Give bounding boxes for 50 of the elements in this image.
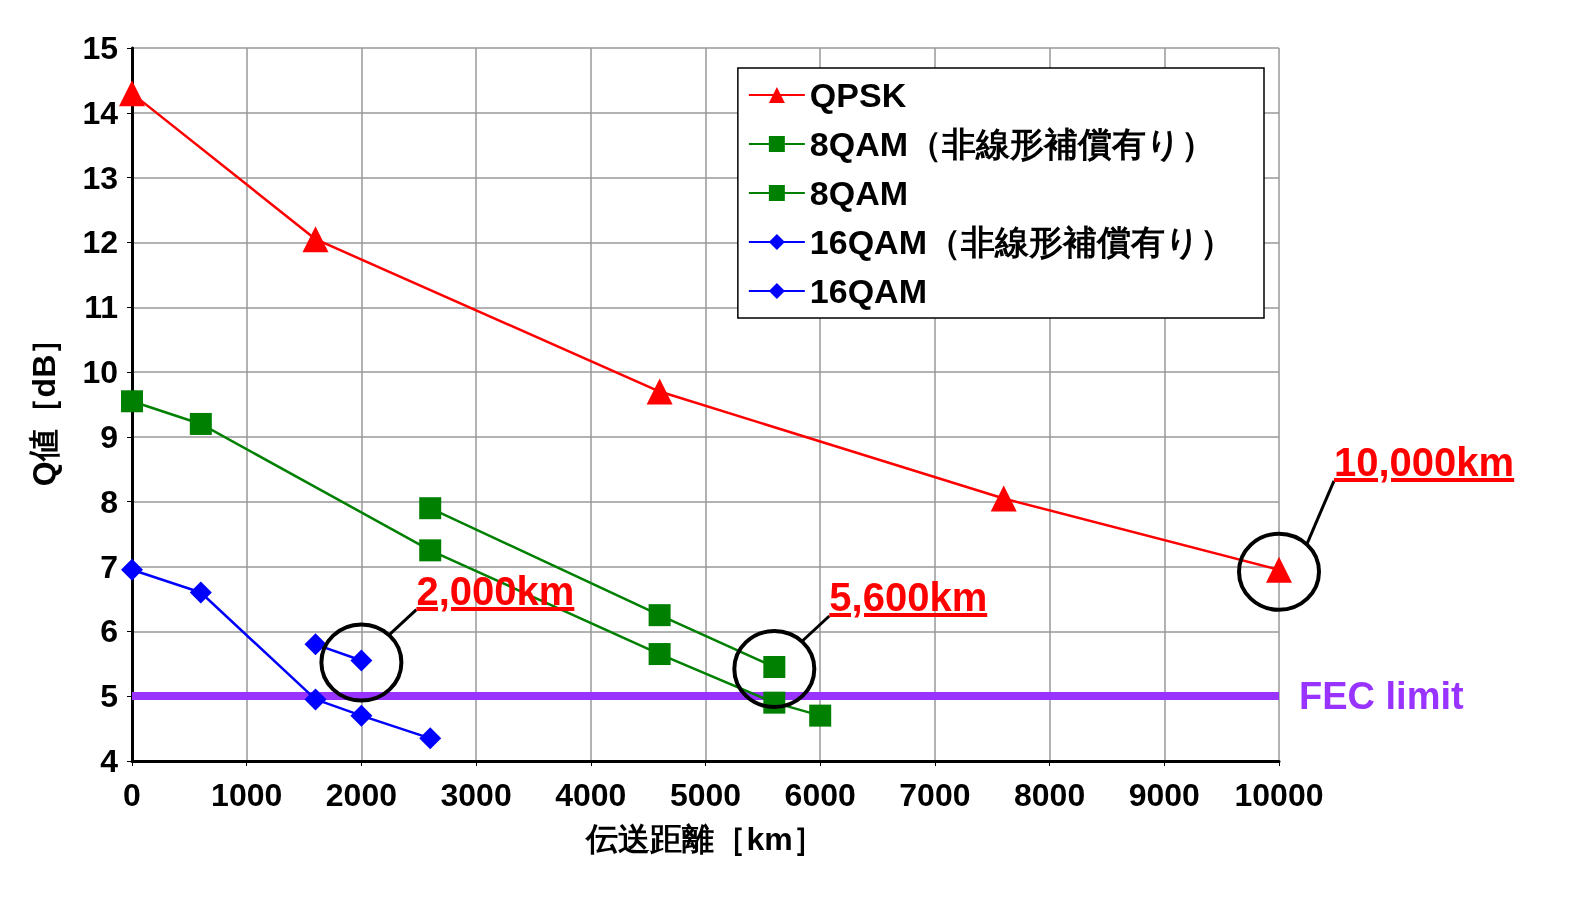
annotation: 10,000km — [1334, 439, 1515, 485]
point — [419, 727, 442, 750]
point — [119, 80, 145, 107]
y-tick-label: 8 — [100, 483, 118, 520]
point — [419, 539, 442, 562]
point — [304, 688, 327, 711]
x-tick-label: 0 — [123, 777, 141, 813]
y-tick-label: 14 — [82, 94, 119, 131]
y-tick-label: 11 — [84, 289, 118, 326]
y-tick-label: 9 — [100, 418, 118, 455]
point — [302, 226, 329, 253]
y-axis-title: Q値［dB］ — [26, 322, 62, 487]
point — [304, 633, 327, 656]
point — [419, 497, 442, 520]
x-tick-label: 9000 — [1128, 777, 1200, 813]
y-tick-label: 15 — [82, 30, 118, 66]
x-tick-label: 5000 — [669, 777, 742, 813]
point — [189, 581, 212, 604]
point — [648, 604, 671, 627]
point — [809, 704, 832, 727]
y-tick-label: 5 — [100, 678, 118, 715]
point — [990, 485, 1017, 512]
y-tick-label: 12 — [82, 224, 118, 261]
x-tick-label: 6000 — [784, 777, 856, 813]
ref-line-label: FEC limit — [1299, 675, 1465, 718]
y-tick-label: 13 — [82, 159, 118, 196]
point — [121, 558, 143, 581]
legend-label: 16QAM（非線形補償有り） — [809, 223, 1234, 261]
x-tick-label: 8000 — [1014, 777, 1086, 813]
legend-label: 8QAM — [809, 174, 909, 212]
y-tick-label: 4 — [100, 743, 119, 779]
x-tick-label: 10000 — [1234, 777, 1324, 813]
legend-label: 8QAM（非線形補償有り） — [809, 125, 1216, 163]
legend-label: 16QAM — [809, 272, 927, 310]
point — [350, 704, 373, 727]
x-tick-label: 7000 — [899, 777, 971, 813]
x-tick-label: 4000 — [555, 777, 627, 813]
point — [648, 643, 671, 666]
point — [646, 378, 673, 405]
x-axis-title: 伝送距離［km］ — [585, 821, 825, 857]
point — [121, 390, 143, 413]
y-tick-label: 10 — [82, 354, 118, 391]
x-tick-label: 2000 — [325, 777, 397, 813]
annotation: 5,600km — [829, 575, 988, 620]
point — [189, 412, 212, 435]
y-tick-label: 7 — [100, 548, 118, 585]
x-tick-label: 3000 — [440, 777, 512, 813]
legend-label: QPSK — [809, 76, 907, 114]
x-tick-label: 1000 — [211, 777, 283, 813]
y-tick-label: 6 — [100, 613, 118, 650]
